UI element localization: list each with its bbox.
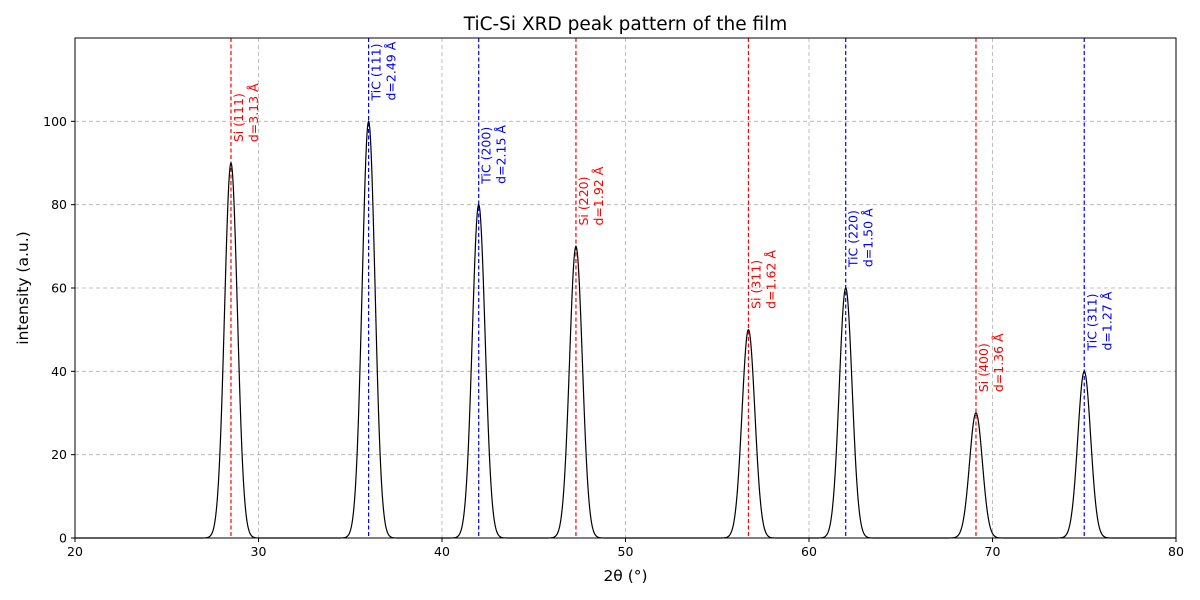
x-tick-label: 50 — [618, 544, 634, 559]
peak-d-spacing-label: d=1.50 Å — [861, 208, 876, 267]
x-tick-label: 70 — [985, 544, 1001, 559]
peak-d-spacing-label: d=1.62 Å — [763, 250, 778, 309]
peak-d-spacing-label: d=1.36 Å — [991, 333, 1006, 392]
y-tick-label: 60 — [51, 281, 67, 296]
x-axis-title: 2θ (°) — [603, 567, 647, 585]
peak-label: TiC (220) — [846, 210, 861, 268]
peak-label: Si (111) — [231, 93, 246, 142]
x-tick-label: 20 — [67, 544, 83, 559]
peak-d-spacing-label: d=3.13 Å — [246, 83, 261, 142]
chart-title: TiC-Si XRD peak pattern of the film — [463, 14, 788, 35]
peak-d-spacing-label: d=2.49 Å — [384, 41, 399, 100]
y-tick-label: 40 — [51, 364, 67, 379]
x-tick-label: 80 — [1168, 544, 1184, 559]
y-tick-label: 80 — [51, 197, 67, 212]
peak-label: TiC (200) — [479, 127, 494, 185]
y-axis-title: intensity (a.u.) — [14, 231, 32, 344]
peak-d-spacing-label: d=1.27 Å — [1099, 291, 1114, 350]
peak-label: TiC (311) — [1084, 293, 1099, 351]
grid — [75, 38, 1176, 538]
x-tick-label: 40 — [434, 544, 450, 559]
y-tick-label: 100 — [43, 114, 67, 129]
y-tick-label: 20 — [51, 447, 67, 462]
y-tick-label: 0 — [59, 531, 67, 546]
peak-d-spacing-label: d=2.15 Å — [494, 125, 509, 184]
peak-labels: Si (111) d=3.13 Å TiC (111) d=2.49 Å TiC (20… — [231, 41, 1114, 392]
peak-d-spacing-label: d=1.92 Å — [591, 166, 606, 225]
peak-label: Si (400) — [976, 343, 991, 392]
peak-label: Si (220) — [576, 177, 591, 226]
x-tick-label: 60 — [801, 544, 817, 559]
x-tick-label: 30 — [251, 544, 267, 559]
peak-label: Si (311) — [748, 260, 763, 309]
peak-label: TiC (111) — [369, 43, 384, 101]
